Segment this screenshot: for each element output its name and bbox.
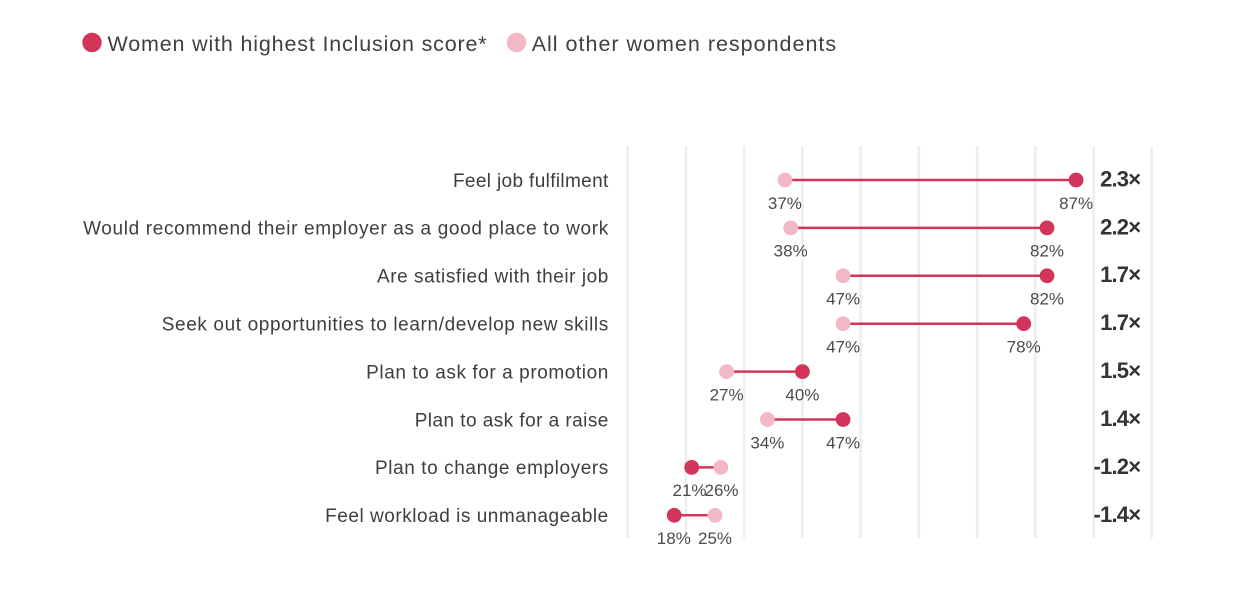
svg-text:34%: 34% (750, 433, 784, 452)
svg-text:47%: 47% (826, 433, 860, 452)
svg-text:2.2×: 2.2× (1100, 214, 1140, 239)
svg-text:47%: 47% (826, 290, 860, 309)
svg-text:1.7×: 1.7× (1100, 262, 1140, 287)
svg-text:2.3×: 2.3× (1100, 166, 1140, 191)
svg-text:21%: 21% (672, 481, 706, 500)
svg-text:All other women respondents: All other women respondents (532, 32, 837, 56)
svg-text:27%: 27% (710, 385, 744, 404)
svg-text:37%: 37% (768, 194, 802, 213)
svg-text:Plan to ask for a raise: Plan to ask for a raise (415, 410, 609, 431)
svg-text:82%: 82% (1030, 242, 1064, 261)
svg-text:Would recommend their employer: Would recommend their employer as a good… (83, 219, 609, 240)
svg-text:47%: 47% (826, 338, 860, 357)
svg-text:26%: 26% (704, 481, 738, 500)
svg-text:Women with highest Inclusion s: Women with highest Inclusion score* (108, 32, 488, 56)
svg-text:-1.2×: -1.2× (1094, 454, 1141, 479)
svg-text:Plan to change employers: Plan to change employers (375, 458, 609, 479)
svg-text:25%: 25% (698, 529, 732, 548)
svg-text:Feel job fulfilment: Feel job fulfilment (453, 171, 609, 192)
svg-text:Are satisfied with their job: Are satisfied with their job (377, 267, 609, 288)
svg-text:1.7×: 1.7× (1100, 310, 1140, 335)
svg-text:38%: 38% (774, 242, 808, 261)
svg-text:87%: 87% (1059, 194, 1093, 213)
svg-text:-1.4×: -1.4× (1094, 502, 1141, 527)
svg-text:78%: 78% (1007, 338, 1041, 357)
svg-text:Feel workload is unmanageable: Feel workload is unmanageable (325, 506, 609, 527)
svg-text:18%: 18% (657, 529, 691, 548)
svg-text:Seek out opportunities to lear: Seek out opportunities to learn/develop … (162, 315, 609, 336)
svg-text:40%: 40% (785, 385, 819, 404)
svg-text:1.4×: 1.4× (1100, 406, 1140, 431)
svg-text:Plan to ask for a promotion: Plan to ask for a promotion (366, 362, 609, 383)
svg-text:1.5×: 1.5× (1100, 358, 1140, 383)
svg-text:82%: 82% (1030, 290, 1064, 309)
